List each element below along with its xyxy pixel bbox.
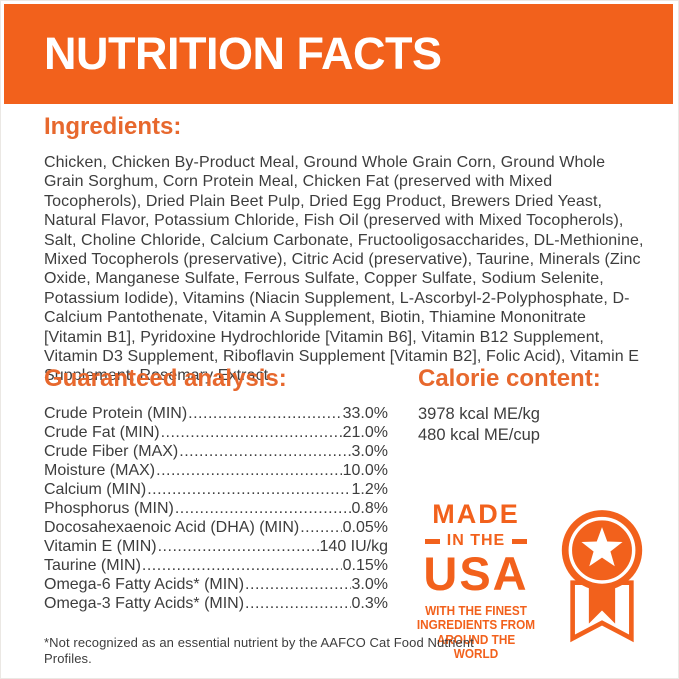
analysis-row: Vitamin E (MIN).........................… — [44, 537, 388, 556]
analysis-label: Vitamin E (MIN) — [44, 538, 157, 555]
analysis-table: Crude Protein (MIN).....................… — [44, 404, 388, 613]
analysis-row: Docosahexaenoic Acid (DHA) (MIN)........… — [44, 518, 388, 537]
analysis-value: 3.0% — [351, 443, 388, 460]
badge-made-label: MADE — [432, 499, 520, 529]
dot-leader: ........................................… — [147, 481, 350, 498]
analysis-value: 1.2% — [351, 481, 388, 498]
calories-per-kg: 3978 kcal ME/kg — [418, 405, 540, 423]
dot-leader: ........................................… — [141, 557, 342, 574]
calorie-content-section: Calorie content: 3978 kcal ME/kg 480 kca… — [418, 365, 668, 445]
analysis-row: Crude Protein (MIN).....................… — [44, 404, 388, 423]
analysis-label: Crude Fat (MIN) — [44, 424, 160, 441]
dot-leader: ........................................… — [245, 576, 351, 593]
analysis-value: 0.3% — [351, 595, 388, 612]
analysis-row: Calcium (MIN)...........................… — [44, 480, 388, 499]
analysis-row: Taurine (MIN)...........................… — [44, 556, 388, 575]
analysis-row: Crude Fiber (MAX).......................… — [44, 442, 388, 461]
dot-leader: ........................................… — [157, 538, 319, 555]
analysis-label: Docosahexaenoic Acid (DHA) (MIN) — [44, 519, 300, 536]
analysis-label: Moisture (MAX) — [44, 462, 156, 479]
guaranteed-analysis-section: Guaranteed analysis: Crude Protein (MIN)… — [44, 365, 388, 613]
dot-leader: ........................................… — [300, 519, 341, 536]
calories-heading: Calorie content: — [418, 365, 601, 392]
analysis-row: Omega-6 Fatty Acids* (MIN)..............… — [44, 575, 388, 594]
analysis-label: Omega-3 Fatty Acids* (MIN) — [44, 595, 245, 612]
dash-decoration — [512, 538, 528, 544]
analysis-value: 21.0% — [342, 424, 388, 441]
analysis-value: 3.0% — [351, 576, 388, 593]
calories-per-cup: 480 kcal ME/cup — [418, 425, 540, 444]
dot-leader: ........................................… — [156, 462, 342, 479]
badge-tagline: WITH THE FINEST INGREDIENTS FROM AROUND … — [416, 603, 536, 662]
analysis-label: Phosphorus (MIN) — [44, 500, 174, 517]
analysis-value: 0.05% — [342, 519, 388, 536]
analysis-label: Crude Fiber (MAX) — [44, 443, 179, 460]
ingredients-heading: Ingredients: — [44, 113, 182, 140]
analysis-value: 0.8% — [351, 500, 388, 517]
header-banner: NUTRITION FACTS — [4, 4, 673, 104]
dot-leader: ........................................… — [245, 595, 351, 612]
aafco-footnote: *Not recognized as an essential nutrient… — [44, 635, 474, 666]
analysis-row: Omega-3 Fatty Acids* (MIN)..............… — [44, 594, 388, 613]
analysis-label: Omega-6 Fatty Acids* (MIN) — [44, 576, 245, 593]
medal-ribbon-icon — [561, 510, 643, 643]
badge-in-the-label: IN THE — [446, 532, 506, 549]
badge-usa-label: USA — [423, 547, 529, 600]
analysis-row: Crude Fat (MIN).........................… — [44, 423, 388, 442]
dot-leader: ........................................… — [160, 424, 342, 441]
analysis-value: 33.0% — [342, 405, 388, 422]
analysis-label: Taurine (MIN) — [44, 557, 141, 574]
dot-leader: ........................................… — [179, 443, 350, 460]
made-in-usa-text: MADE IN THE USA WITH THE FINEST INGREDIE… — [412, 501, 540, 662]
dash-decoration — [424, 538, 440, 544]
analysis-value: 140 IU/kg — [319, 538, 388, 555]
analysis-row: Moisture (MAX)..........................… — [44, 461, 388, 480]
dot-leader: ........................................… — [188, 405, 342, 422]
analysis-value: 10.0% — [342, 462, 388, 479]
ingredients-section: Ingredients: Chicken, Chicken By-Product… — [44, 113, 644, 386]
made-in-usa-badge: MADE IN THE USA WITH THE FINEST INGREDIE… — [412, 501, 672, 662]
analysis-label: Calcium (MIN) — [44, 481, 147, 498]
analysis-value: 0.15% — [342, 557, 388, 574]
analysis-row: Phosphorus (MIN)........................… — [44, 499, 388, 518]
page-title: NUTRITION FACTS — [44, 28, 442, 79]
analysis-heading: Guaranteed analysis: — [44, 365, 287, 392]
dot-leader: ........................................… — [174, 500, 351, 517]
analysis-label: Crude Protein (MIN) — [44, 405, 188, 422]
badge-in-the-row: IN THE — [412, 532, 540, 550]
ingredients-text: Chicken, Chicken By-Product Meal, Ground… — [44, 154, 644, 385]
